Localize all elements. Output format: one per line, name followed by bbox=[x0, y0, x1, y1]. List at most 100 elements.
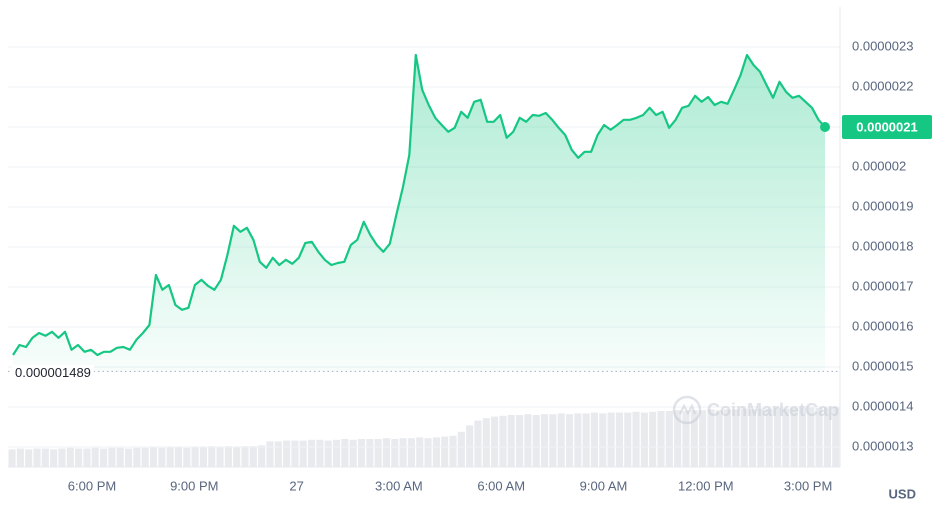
y-tick-label: 0.0000015 bbox=[852, 358, 913, 373]
x-tick-label: 3:00 AM bbox=[375, 478, 423, 493]
y-tick-label: 0.0000023 bbox=[852, 38, 913, 53]
volume-bar bbox=[149, 447, 158, 467]
volume-bar bbox=[424, 438, 432, 467]
volume-bar bbox=[466, 425, 474, 467]
volume-bar bbox=[524, 414, 532, 467]
volume-bar bbox=[324, 440, 332, 467]
volume-bar bbox=[283, 440, 291, 467]
volume-bar bbox=[258, 445, 266, 467]
currency-label: USD bbox=[889, 486, 916, 501]
price-badge bbox=[842, 115, 932, 139]
y-tick-label: 0.0000017 bbox=[852, 278, 913, 293]
volume-bar bbox=[33, 448, 41, 467]
volume-bar bbox=[391, 439, 399, 467]
price-badge-label: 0.0000021 bbox=[856, 119, 917, 134]
volume-bar bbox=[332, 439, 341, 467]
y-tick-label: 0.0000019 bbox=[852, 198, 913, 213]
volume-bar bbox=[174, 447, 183, 467]
volume-bar bbox=[790, 407, 798, 467]
volume-bar bbox=[308, 439, 316, 467]
volume-bar bbox=[798, 407, 807, 467]
volume-bar bbox=[108, 447, 116, 467]
volume-bar bbox=[732, 409, 740, 467]
volume-bar bbox=[724, 409, 732, 467]
last-point bbox=[820, 122, 830, 132]
volume-bar bbox=[83, 448, 91, 467]
y-tick-label: 0.0000013 bbox=[852, 438, 913, 453]
volume-bar bbox=[374, 439, 382, 467]
volume-bar bbox=[715, 410, 723, 467]
volume-bar bbox=[607, 412, 615, 467]
volume-bar bbox=[482, 418, 490, 467]
volume-bar bbox=[16, 448, 24, 467]
volume-bar bbox=[599, 413, 607, 467]
x-tick-label: 27 bbox=[289, 478, 303, 493]
volume-bar bbox=[191, 447, 199, 467]
volume-bar bbox=[432, 437, 440, 467]
volume-bar bbox=[41, 448, 49, 467]
x-tick-label: 3:00 PM bbox=[784, 478, 832, 493]
volume-bar bbox=[183, 447, 191, 467]
baseline-label: 0.000001489 bbox=[15, 365, 91, 380]
y-tick-label: 0.0000018 bbox=[852, 238, 913, 253]
volume-bar bbox=[416, 437, 424, 467]
watermark-logo bbox=[672, 395, 702, 425]
volume-bar bbox=[757, 408, 765, 467]
volume-bar bbox=[582, 413, 590, 467]
volume-bar bbox=[449, 435, 457, 467]
baseline-label-bg bbox=[12, 364, 94, 380]
volume-bar bbox=[491, 416, 499, 467]
volume-bar bbox=[624, 412, 632, 467]
price-area bbox=[13, 55, 825, 372]
volume-bar bbox=[474, 420, 482, 467]
volume-bar bbox=[100, 448, 108, 467]
volume-bar bbox=[58, 448, 66, 467]
volume-bar bbox=[640, 412, 648, 467]
volume-bar bbox=[532, 415, 540, 467]
volume-bar bbox=[208, 446, 216, 467]
volume-bar bbox=[557, 413, 565, 467]
volume-bar bbox=[657, 411, 665, 467]
volume-bar bbox=[707, 409, 715, 467]
volume-bar bbox=[807, 407, 815, 467]
volume-bar bbox=[815, 407, 823, 467]
volume-bar bbox=[116, 447, 124, 467]
watermark: CoinMarketCap bbox=[672, 395, 839, 425]
volume-bar bbox=[399, 438, 407, 467]
x-tick-label: 6:00 PM bbox=[68, 478, 116, 493]
x-tick-label: 9:00 AM bbox=[580, 478, 628, 493]
volume-bar bbox=[382, 438, 391, 467]
volume-bar bbox=[765, 408, 773, 467]
price-line bbox=[12, 53, 826, 357]
volume-bar bbox=[274, 441, 282, 467]
volume-bar bbox=[224, 446, 232, 467]
volume-bar bbox=[25, 449, 33, 467]
watermark-text: CoinMarketCap bbox=[707, 400, 839, 420]
volume-bar bbox=[674, 410, 682, 467]
volume-bar bbox=[823, 407, 831, 467]
volume-bar bbox=[590, 412, 599, 467]
volume-bar bbox=[216, 447, 224, 467]
volume-bar bbox=[66, 447, 74, 467]
volume-bar bbox=[133, 447, 141, 467]
x-tick-label: 12:00 PM bbox=[678, 478, 734, 493]
volume-bar bbox=[832, 407, 840, 467]
volume-bar bbox=[124, 448, 133, 467]
volume-bar bbox=[241, 446, 249, 467]
volume-bar bbox=[366, 439, 374, 467]
volume-bar bbox=[75, 448, 83, 467]
volume-bar bbox=[516, 415, 524, 467]
volume-bar bbox=[299, 440, 307, 467]
volume-bar bbox=[740, 408, 748, 467]
volume-bar bbox=[499, 415, 507, 467]
volume-bar bbox=[349, 439, 357, 467]
volume-bar bbox=[540, 414, 549, 467]
volume-bar bbox=[690, 410, 698, 467]
volume-bar bbox=[773, 407, 782, 467]
volume-bar bbox=[649, 411, 657, 467]
volume-bar bbox=[441, 436, 449, 467]
volume-bar bbox=[50, 449, 58, 467]
volume-bar bbox=[91, 447, 99, 467]
y-tick-label: 0.0000014 bbox=[852, 398, 913, 413]
